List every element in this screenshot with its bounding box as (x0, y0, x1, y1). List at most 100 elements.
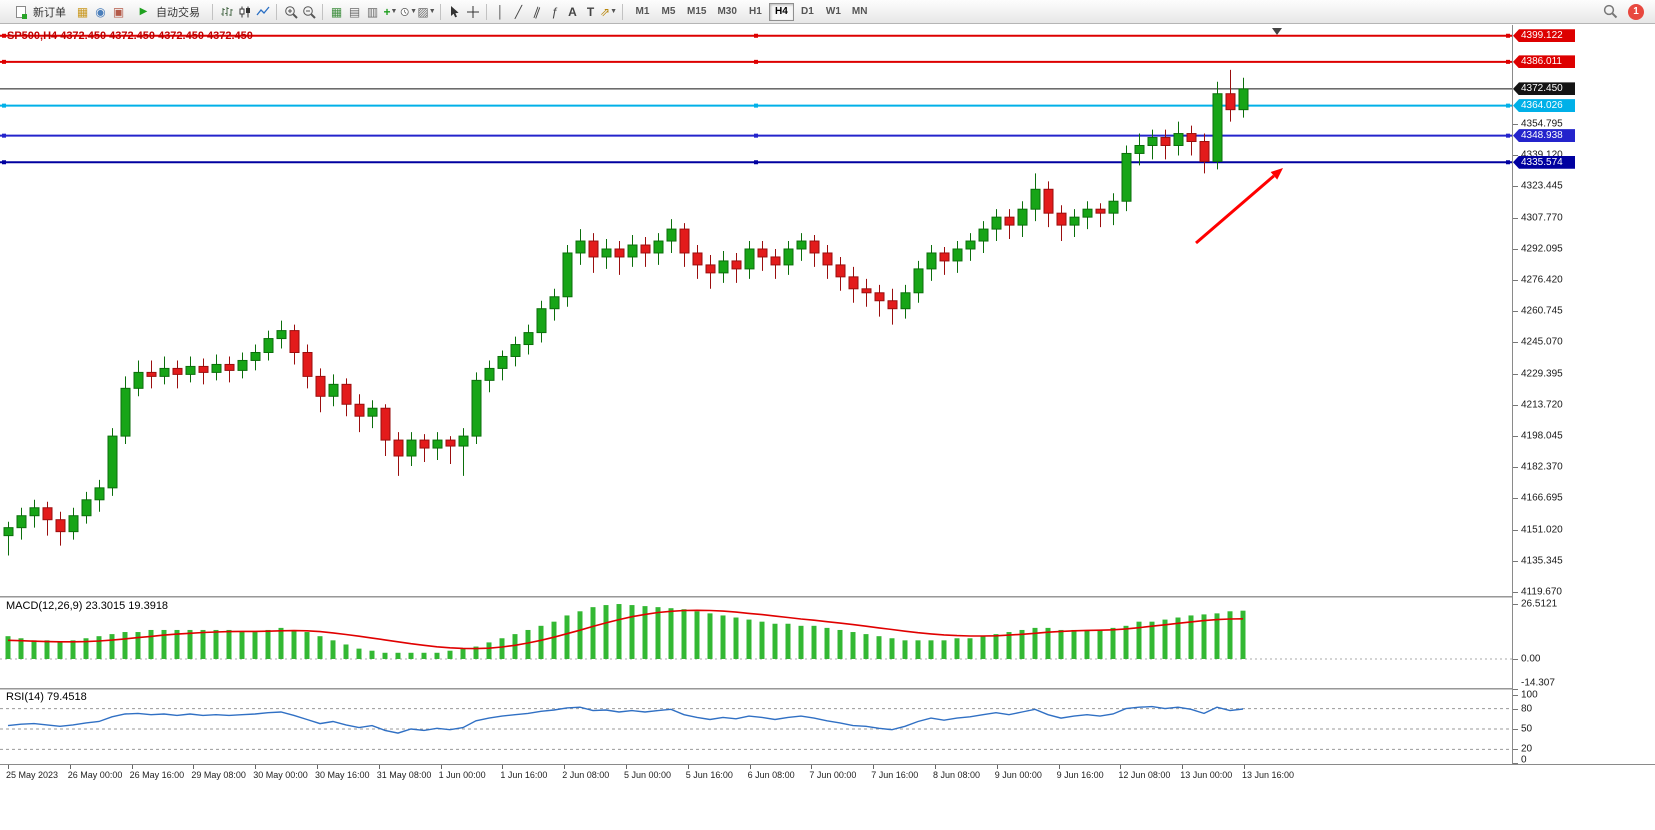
macd-bar (642, 606, 648, 659)
candle (679, 223, 690, 267)
cascade-windows-icon[interactable]: ▤ (348, 4, 361, 19)
candle (887, 288, 898, 325)
candle-body (302, 351, 313, 377)
candle-body (1121, 152, 1132, 202)
line-handle[interactable] (2, 160, 6, 165)
line-handle[interactable] (1506, 103, 1510, 108)
label-tool-icon[interactable]: T (586, 4, 595, 19)
timeframe-button-m1[interactable]: M1 (630, 3, 655, 21)
new-order-button[interactable]: 新订单 (5, 2, 73, 22)
line-handle[interactable] (2, 133, 6, 138)
macd-bar (733, 617, 739, 659)
timeframe-button-m15[interactable]: M15 (682, 3, 711, 21)
line-handle[interactable] (754, 160, 758, 165)
candle-body (731, 260, 742, 270)
candle (68, 507, 79, 540)
candle-body (549, 296, 560, 310)
line-chart-icon[interactable] (254, 3, 271, 21)
macd-bar (1214, 613, 1220, 659)
arrow-annotation[interactable] (1195, 168, 1283, 245)
line-handle[interactable] (754, 133, 758, 138)
trendline-tool-icon[interactable]: ╱ (514, 4, 523, 19)
candle (146, 360, 157, 389)
channel-tool-icon[interactable]: ∥ (531, 3, 542, 20)
candle (276, 320, 287, 349)
price-tick-label: 4260.745 (1521, 305, 1563, 317)
line-handle[interactable] (1506, 59, 1510, 64)
panel-splitter[interactable] (0, 596, 1655, 598)
candle (1238, 77, 1249, 118)
candle-body (419, 439, 430, 449)
line-handle[interactable] (754, 59, 758, 64)
new-chart-icon[interactable]: ▦ (76, 4, 89, 19)
line-handle[interactable] (1506, 160, 1510, 165)
timeframe-button-mn[interactable]: MN (847, 3, 873, 21)
candle-body (42, 507, 53, 521)
arrange-windows-icon[interactable]: ▥ (366, 4, 379, 19)
fibonacci-tool-icon[interactable]: ƒ (551, 4, 558, 19)
period-icon[interactable]: ▼ (400, 3, 417, 21)
timeframe-button-m30[interactable]: M30 (712, 3, 741, 21)
toolbar-separator (622, 3, 623, 20)
auto-trading-button[interactable]: ▶ 自动交易 (128, 2, 207, 22)
candle (991, 209, 1002, 242)
candle (367, 400, 378, 429)
time-axis-label: 8 Jun 08:00 (933, 770, 981, 780)
candle-body (380, 407, 391, 441)
candle-body (81, 499, 92, 517)
rsi-panel[interactable] (0, 690, 1513, 764)
candle-body (718, 260, 729, 274)
add-indicator-icon[interactable]: + ▼ (383, 4, 398, 19)
notification-badge[interactable]: 1 (1628, 3, 1644, 20)
timeframe-button-h4[interactable]: H4 (768, 2, 794, 21)
search-icon[interactable] (1602, 3, 1619, 21)
line-handle[interactable] (1506, 133, 1510, 138)
line-handle[interactable] (754, 103, 758, 108)
vertical-line-tool-icon[interactable]: │ (496, 4, 505, 19)
timeframe-button-d1[interactable]: D1 (795, 3, 820, 21)
main-chart[interactable] (0, 25, 1513, 596)
line-handle[interactable] (754, 33, 758, 38)
candle-body (458, 435, 469, 447)
macd-label: MACD(12,26,9) 23.3015 19.3918 (6, 600, 169, 612)
timeframe-button-h1[interactable]: H1 (743, 3, 768, 21)
line-handle[interactable] (2, 33, 6, 38)
template-icon[interactable]: ▨ ▼ (417, 4, 436, 19)
macd-bar (980, 636, 986, 659)
time-axis-label: 13 Jun 00:00 (1180, 770, 1233, 780)
candle (1186, 125, 1197, 156)
macd-panel[interactable] (0, 598, 1513, 688)
candle (419, 434, 430, 462)
price-scale[interactable]: 4354.795 4339.120 4323.445 4307.770 4292.095… (1513, 25, 1655, 766)
terminal-icon[interactable]: ▣ (112, 4, 125, 19)
crosshair-icon[interactable] (464, 3, 481, 21)
text-tool-icon[interactable]: A (568, 4, 577, 19)
timeframe-button-m5[interactable]: M5 (656, 3, 681, 21)
tile-windows-icon[interactable]: ▦ (330, 4, 343, 19)
candle-body (562, 252, 573, 298)
macd-bar (226, 629, 232, 659)
candle-body (68, 515, 79, 533)
candles-layer[interactable] (3, 69, 1249, 556)
cursor-icon[interactable] (446, 3, 463, 21)
candle-body (523, 332, 534, 346)
candle (341, 378, 352, 417)
candle (1056, 205, 1067, 242)
line-handle[interactable] (2, 59, 6, 64)
bar-chart-icon[interactable] (218, 3, 235, 21)
rsi-scale-label: 20 (1521, 743, 1533, 755)
candlestick-chart-icon[interactable] (236, 3, 253, 21)
macd-bar (187, 629, 193, 659)
macd-bar (811, 625, 817, 659)
time-tick-mark (811, 765, 813, 769)
line-handle[interactable] (2, 103, 6, 108)
shapes-tool-icon[interactable]: ⇗ ▼ (600, 4, 617, 19)
timeframe-button-w1[interactable]: W1 (821, 3, 846, 21)
panel-splitter[interactable] (0, 688, 1655, 690)
candle (601, 239, 612, 269)
zoom-in-icon[interactable] (282, 3, 299, 21)
time-axis[interactable]: 25 May 2023 26 May 00:00 26 May 16:00 29 Ma… (0, 765, 1513, 786)
market-watch-icon[interactable]: ◉ (95, 4, 106, 19)
line-handle[interactable] (1506, 33, 1510, 38)
zoom-out-icon[interactable] (300, 3, 317, 21)
